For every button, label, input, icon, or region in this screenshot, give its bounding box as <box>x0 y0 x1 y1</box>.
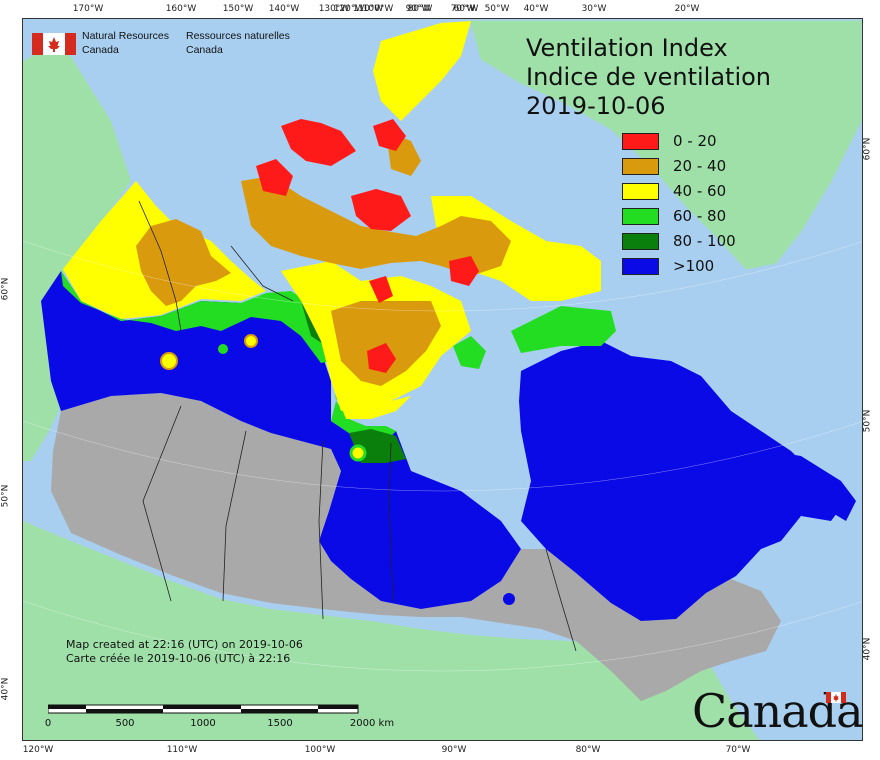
ventilation-map <box>23 19 862 740</box>
longitude-tick-label: 70°W <box>450 4 476 14</box>
longitude-tick-label: 60°W <box>453 4 479 14</box>
legend-label: 0 - 20 <box>673 132 717 150</box>
longitude-tick-label: 80°W <box>575 745 601 755</box>
hotspot-yellow-3 <box>349 444 367 462</box>
hotspot-blue-1 <box>503 593 515 605</box>
greenland-land-east <box>791 27 846 101</box>
latitude-tick-label: 50°N <box>0 484 11 508</box>
band-0-20-f <box>367 343 396 373</box>
scale-label: 500 <box>115 718 135 729</box>
band-40-60-hudson-west <box>331 381 411 419</box>
band-60-80-quebec-north <box>511 306 616 353</box>
band-60-80-hudson <box>321 331 396 441</box>
legend-swatch <box>622 183 659 200</box>
longitude-tick-label: 120°W <box>333 4 365 14</box>
band-0-20-d <box>373 119 406 151</box>
map-canvas[interactable] <box>22 18 863 741</box>
legend-label: >100 <box>673 257 715 275</box>
latitude-tick-label: 50°N <box>862 409 873 433</box>
latitude-tick-label: 60°N <box>862 137 873 161</box>
band-0-20-c <box>351 189 411 231</box>
scale-label: 2000 km <box>349 718 395 729</box>
latitude-tick-label: 60°N <box>0 277 11 301</box>
title-french: Indice de ventilation <box>526 63 772 91</box>
longitude-tick-label: 170°W <box>72 4 104 14</box>
scale-label: 0 <box>44 718 52 729</box>
latitude-tick-label: 40°N <box>0 677 11 701</box>
longitude-tick-label: 70°W <box>725 745 751 755</box>
longitude-tick-label: 110°W <box>352 4 384 14</box>
provincial-boundaries <box>138 200 577 652</box>
band-over-100-east <box>519 341 846 621</box>
band-40-60-arctic <box>373 21 471 121</box>
map-credits: Map created at 22:16 (UTC) on 2019-10-06… <box>66 638 303 666</box>
legend-label: 60 - 80 <box>673 207 727 225</box>
longitude-tick-label: 100°W <box>304 745 336 755</box>
band-20-40-yukon <box>136 219 231 306</box>
nrcan-fr-line2: Canada <box>186 44 223 56</box>
title-english: Ventilation Index <box>526 34 728 62</box>
longitude-tick-label: 150°W <box>222 4 254 14</box>
longitude-tick-label: 90°W <box>405 4 431 14</box>
hotspot-yellow-2 <box>244 334 258 348</box>
longitude-tick-label: 50°W <box>484 4 510 14</box>
legend-label: 80 - 100 <box>673 232 736 250</box>
longitude-tick-label: 160°W <box>165 4 197 14</box>
band-over-100-labrador <box>771 451 856 521</box>
legend-swatch <box>622 158 659 175</box>
longitude-tick-label: 110°W <box>166 745 198 755</box>
scale-bar: 0 500 1000 1500 2000 km <box>45 704 394 729</box>
longitude-tick-label: 100°W <box>362 4 394 14</box>
legend-swatch <box>622 258 659 275</box>
graticule-lines <box>23 240 862 672</box>
nrcan-en-line1: Natural Resources <box>82 30 169 42</box>
canada-flag-icon <box>32 33 76 55</box>
usa-land <box>23 521 760 740</box>
band-0-20-g <box>369 276 393 303</box>
credit-french: Carte créée le 2019-10-06 (UTC) à 22:16 <box>66 652 291 665</box>
longitude-tick-label: 120°W <box>22 745 54 755</box>
canada-wordmark: Canada <box>692 688 864 734</box>
band-60-80-ungava <box>453 336 486 369</box>
band-20-40-islands <box>241 176 511 276</box>
title-date: 2019-10-06 <box>526 92 666 120</box>
legend-label: 40 - 60 <box>673 182 727 200</box>
hotspot-yellow-1 <box>160 352 178 370</box>
longitude-tick-label: 130°W <box>318 4 350 14</box>
longitude-tick-label: 20°W <box>674 4 700 14</box>
legend-swatch <box>622 233 659 250</box>
band-60-80-west <box>61 271 331 363</box>
band-0-20-b <box>256 159 293 196</box>
canada-flag-small-icon <box>826 692 846 703</box>
legend-swatch <box>622 208 659 225</box>
credit-english: Map created at 22:16 (UTC) on 2019-10-06 <box>66 638 303 651</box>
scale-label: 1000 <box>190 718 216 729</box>
greenland-land <box>470 20 862 270</box>
longitude-tick-label: 140°W <box>268 4 300 14</box>
longitude-tick-label: 30°W <box>581 4 607 14</box>
scale-label: 1500 <box>267 718 293 729</box>
map-title: Ventilation Index Indice de ventilation … <box>526 34 771 121</box>
band-over-100 <box>41 271 521 609</box>
no-data-region <box>51 393 781 701</box>
nrcan-en-line2: Canada <box>82 44 119 56</box>
hotspot-green-1 <box>218 344 228 354</box>
longitude-tick-label: 90°W <box>441 745 467 755</box>
latitude-tick-label: 40°N <box>862 637 873 661</box>
legend-swatch <box>622 133 659 150</box>
scale-bar-graphic <box>47 704 359 714</box>
nrcan-fr-line1: Ressources naturelles <box>186 30 290 42</box>
band-0-20-e <box>449 256 479 286</box>
longitude-tick-label: 40°W <box>523 4 549 14</box>
longitude-tick-label: 80°W <box>407 4 433 14</box>
alaska-land <box>23 41 131 301</box>
legend-label: 20 - 40 <box>673 157 727 175</box>
band-0-20-a <box>281 119 356 166</box>
